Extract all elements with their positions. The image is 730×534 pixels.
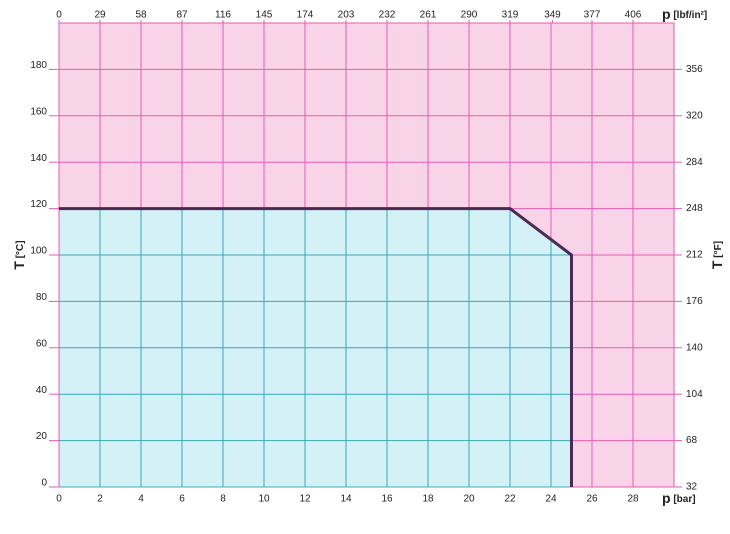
y2-tick-label: 248 xyxy=(686,203,703,214)
y-tick-label: 60 xyxy=(36,338,48,349)
y-tick-label: 160 xyxy=(30,106,47,117)
limit-line xyxy=(59,207,573,487)
x2-tick-label: 58 xyxy=(135,10,147,21)
x2-tick-label: 87 xyxy=(176,10,188,21)
y-tick-label: 180 xyxy=(30,60,47,71)
x2-tick-label: 290 xyxy=(461,10,478,21)
x-axis-label: p [bar] xyxy=(662,490,696,506)
y2-tick-label: 68 xyxy=(686,435,698,446)
x2-label-symbol: p xyxy=(662,6,671,22)
x-label-unit: [bar] xyxy=(673,494,695,505)
x-tick-label: 16 xyxy=(381,494,393,505)
x-tick-label: 14 xyxy=(340,494,352,505)
y-axis-label: T [°C] xyxy=(11,240,27,269)
y2-label-unit: [°F] xyxy=(713,241,724,258)
y2-axis-label: T [°F] xyxy=(709,241,725,269)
y2-tick-label: 212 xyxy=(686,250,703,261)
x2-tick-label: 261 xyxy=(420,10,437,21)
x2-tick-label: 174 xyxy=(297,10,314,21)
y-tick-label: 120 xyxy=(30,199,47,210)
x2-tick-label: 319 xyxy=(502,10,519,21)
x-tick-label: 24 xyxy=(545,494,557,505)
y-tick-label: 0 xyxy=(41,478,47,489)
x-tick-label: 10 xyxy=(258,494,270,505)
y-tick-label: 40 xyxy=(36,385,48,396)
y2-tick-label: 140 xyxy=(686,342,703,353)
x2-tick-label: 232 xyxy=(379,10,396,21)
x2-tick-label: 0 xyxy=(56,10,62,21)
y2-tick-label: 176 xyxy=(686,296,703,307)
x2-tick-label: 377 xyxy=(584,10,601,21)
y-tick-label: 20 xyxy=(36,431,48,442)
y-tick-label: 100 xyxy=(30,246,47,257)
y2-tick-label: 320 xyxy=(686,110,703,121)
x-tick-label: 12 xyxy=(299,494,311,505)
x-label-symbol: p xyxy=(662,490,671,506)
x-tick-label: 26 xyxy=(586,494,598,505)
x2-axis-label: p [lbf/in²] xyxy=(662,6,707,22)
y-label-unit: [°C] xyxy=(15,240,26,258)
x2-tick-label: 406 xyxy=(625,10,642,21)
x2-tick-label: 145 xyxy=(256,10,273,21)
y2-label-symbol: T xyxy=(709,260,725,269)
y-label-symbol: T xyxy=(11,261,27,270)
y-tick-label: 140 xyxy=(30,153,47,164)
y2-tick-label: 32 xyxy=(686,482,698,493)
x-tick-label: 28 xyxy=(627,494,639,505)
x-tick-label: 4 xyxy=(138,494,144,505)
x2-tick-label: 203 xyxy=(338,10,355,21)
y-tick-label: 80 xyxy=(36,292,48,303)
x-tick-label: 22 xyxy=(504,494,516,505)
y2-tick-label: 104 xyxy=(686,389,703,400)
x-tick-label: 6 xyxy=(179,494,185,505)
x-tick-label: 8 xyxy=(220,494,226,505)
x2-label-unit: [lbf/in²] xyxy=(673,10,707,21)
x-tick-label: 18 xyxy=(422,494,434,505)
x2-tick-label: 349 xyxy=(544,10,561,21)
x2-tick-label: 116 xyxy=(215,10,231,21)
x2-tick-label: 29 xyxy=(94,10,106,21)
x-tick-label: 2 xyxy=(97,494,103,505)
y2-tick-label: 356 xyxy=(686,64,703,75)
x-tick-label: 20 xyxy=(463,494,475,505)
y2-tick-label: 284 xyxy=(686,157,703,168)
x-tick-label: 0 xyxy=(56,494,62,505)
